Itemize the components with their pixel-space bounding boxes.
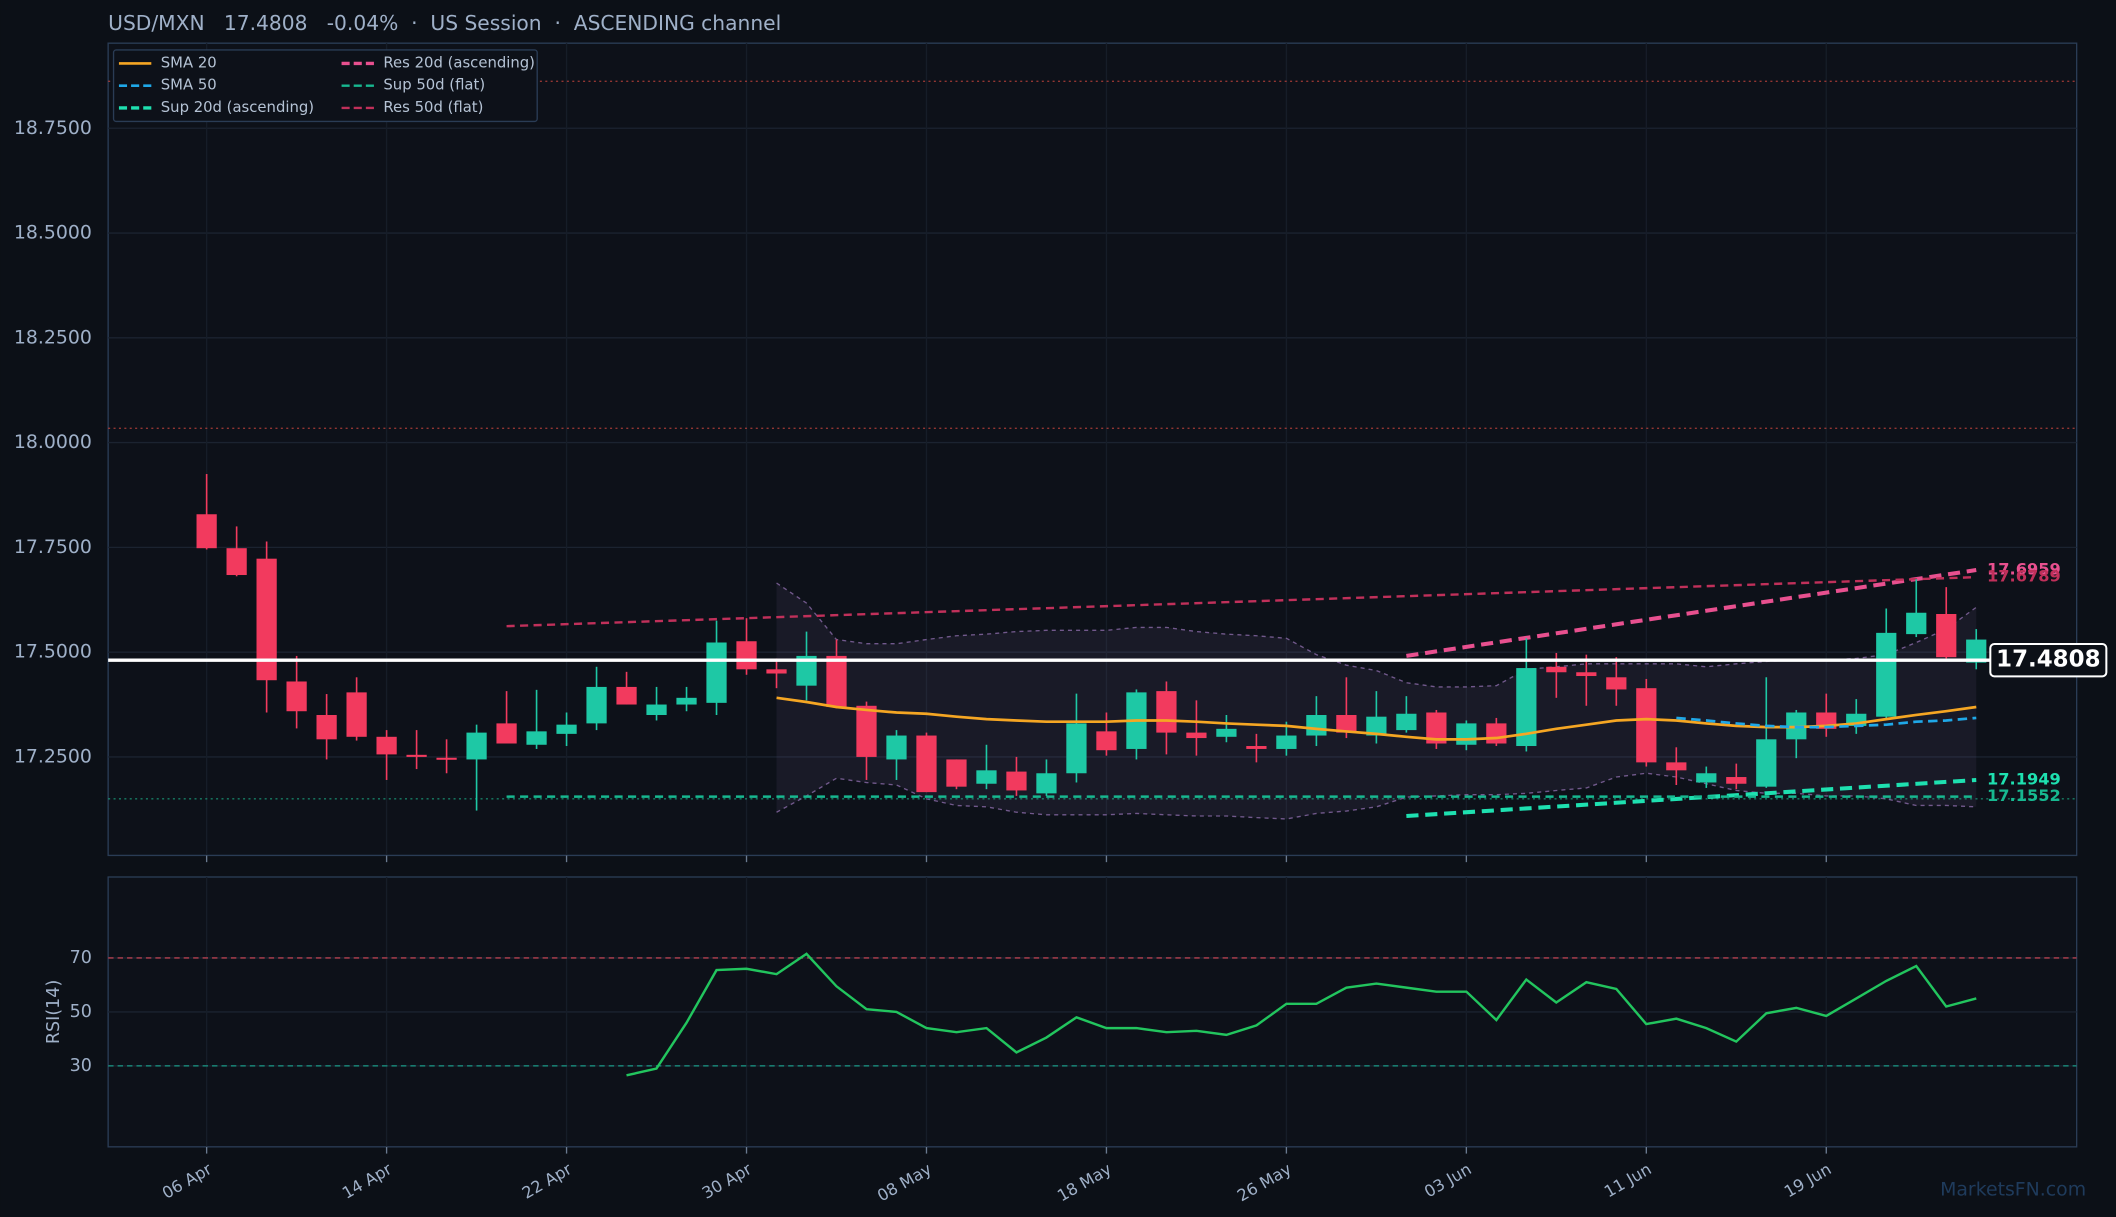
candle-body [1336, 715, 1357, 733]
candle-body [406, 754, 427, 757]
candle-body [1066, 723, 1087, 774]
sma-line [1676, 716, 1977, 729]
candle-body [1906, 612, 1927, 635]
candle-body [976, 770, 997, 784]
candle-body [916, 735, 937, 793]
candle-body [796, 655, 817, 686]
candle-body [1666, 762, 1687, 771]
y-tick-label: 17.2500 [14, 745, 92, 767]
legend-label: SMA 50 [161, 77, 217, 94]
candle-body [1426, 712, 1447, 744]
candle-body [1576, 672, 1597, 677]
candle-body [1456, 723, 1477, 745]
last-price-box [1989, 642, 2108, 678]
candle-body [1876, 632, 1897, 717]
y-axis-label: RSI(14) [44, 980, 64, 1044]
candle-body [346, 692, 367, 737]
legend-box [112, 49, 538, 123]
price-panel [107, 42, 2078, 857]
candle-body [1186, 732, 1207, 739]
candle-body [1756, 739, 1777, 787]
candle-body [826, 655, 847, 708]
candle-body [766, 669, 787, 674]
candle-body [706, 642, 727, 703]
candle-body [1246, 746, 1267, 749]
y-tick-label: 18.7500 [14, 117, 92, 139]
candle-body [946, 759, 967, 787]
sma-line [776, 696, 1977, 741]
trend-line [1406, 568, 1977, 658]
candle-body [1006, 771, 1027, 791]
y-tick-label: 70 [70, 948, 92, 968]
watermark: MarketsFN.com [1940, 1179, 2086, 1201]
candle-body [646, 704, 667, 716]
trend-line [506, 575, 1977, 628]
candle-body [1216, 728, 1237, 737]
candle-body [466, 732, 487, 760]
candle-body [886, 735, 907, 760]
candle-body [1516, 668, 1537, 747]
y-tick-label: 18.2500 [14, 326, 92, 348]
candle-body [436, 757, 457, 760]
candle-body [1726, 777, 1747, 784]
legend-label: Res 50d (flat) [383, 99, 483, 116]
candle-body [586, 686, 607, 724]
candle-body [496, 723, 517, 744]
y-tick-label: 17.7500 [14, 536, 92, 558]
candle-body [196, 514, 217, 549]
candle-body [376, 736, 397, 755]
candle-body [1096, 731, 1117, 751]
trend-end-label: 17.6959 [1987, 560, 2061, 579]
candle-body [256, 558, 277, 681]
candle-body [1546, 666, 1567, 673]
y-tick-label: 30 [70, 1056, 92, 1076]
candle-body [616, 686, 637, 705]
legend-label: Sup 20d (ascending) [161, 99, 314, 116]
candle-body [1366, 716, 1387, 736]
candle-body [1276, 735, 1297, 749]
candle-body [1936, 614, 1957, 658]
legend-label: SMA 20 [161, 54, 217, 71]
candle-body [1636, 688, 1657, 763]
candle-body [1036, 773, 1057, 794]
last-price-label: 17.4808 [1996, 647, 2100, 673]
chart-title: USD/MXN 17.4808 -0.04% · US Session · AS… [108, 11, 781, 35]
y-tick-label: 18.5000 [14, 222, 92, 244]
y-tick-label: 17.5000 [14, 641, 92, 663]
candle-body [286, 681, 307, 712]
trend-line [1406, 777, 1977, 819]
candle-body [856, 705, 877, 757]
candle-body [1486, 723, 1507, 744]
legend-label: Sup 50d (flat) [383, 77, 485, 94]
candle-body [736, 641, 757, 670]
candle-body [1606, 677, 1627, 690]
legend-label: Res 20d (ascending) [383, 54, 535, 71]
trend-end-label: 17.1552 [1987, 786, 2061, 805]
y-tick-label: 18.0000 [14, 431, 92, 453]
trend-end-label: 17.6789 [1987, 567, 2061, 586]
candle-body [226, 548, 247, 576]
candle-body [526, 731, 547, 745]
candle-body [556, 724, 577, 734]
trend-end-label: 17.1949 [1987, 770, 2061, 789]
candle-body [316, 715, 337, 740]
rsi-line [626, 952, 1977, 1077]
y-tick-label: 50 [70, 1002, 92, 1022]
candle-body [1306, 715, 1327, 736]
candle-body [676, 697, 697, 705]
candle-body [1966, 639, 1987, 663]
candle-body [1156, 691, 1177, 733]
candle-body [1396, 713, 1417, 731]
candle-body [1696, 773, 1717, 783]
